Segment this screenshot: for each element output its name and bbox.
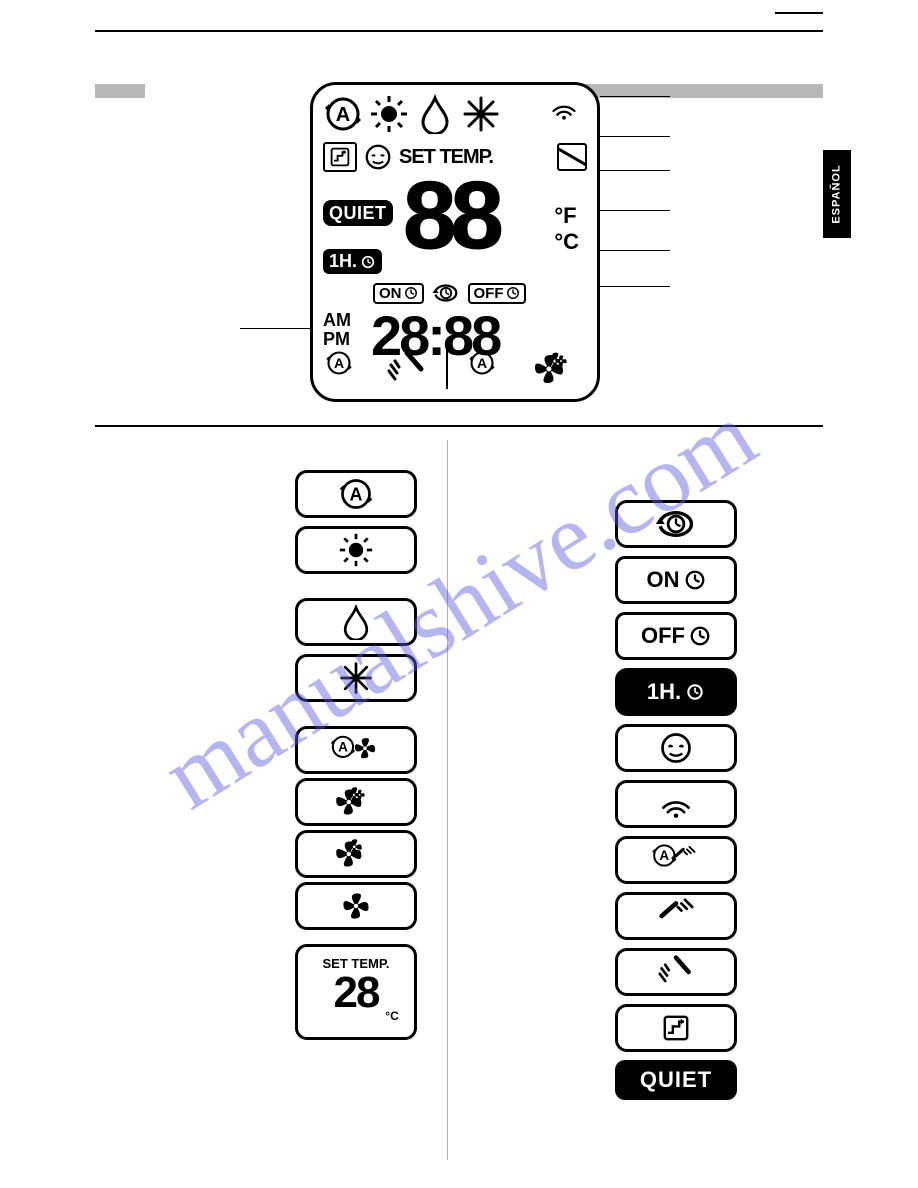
off-timer-pill: OFF [615,612,737,660]
transmit-icon [549,93,579,123]
cool-mode-icon [461,94,501,134]
set-temp-display: SET TEMP. 28 °C [295,944,417,1040]
auto-fan-icon [466,349,510,389]
mid-rule [95,425,823,427]
timer-cycle-icon [428,281,464,305]
right-column: ON OFF 1H. QUIET [615,500,765,1100]
fan-speed-icon [527,349,587,389]
off-timer-badge: OFF [468,283,526,304]
page-container: ESPAÑOL SET TEMP. QUIET 88 °F [95,30,823,32]
lcd-bottom-separator [446,349,448,389]
deg-f-label: °F [554,203,579,229]
timer-cycle-pill [615,500,737,548]
quiet-badge: QUIET [323,200,393,226]
one-hour-indicator: 1H. [323,249,382,274]
page-number-rule [775,12,823,14]
fan-low-pill [295,882,417,930]
on-timer-badge: ON [373,283,424,304]
step-indicator-icon [323,142,357,172]
sleep-pill [615,724,737,772]
dry-mode-icon [415,94,455,134]
section-marker-left [95,84,145,98]
on-timer-pill: ON [615,556,737,604]
heat-mode-icon [369,94,409,134]
set-temp-box-unit: °C [385,1009,398,1023]
leader-line [600,286,670,287]
autofan-pill [295,726,417,774]
pm-label: PM [323,330,351,349]
temperature-digits: 88 [403,173,498,259]
timer-onoff-row: ON OFF [373,281,526,305]
language-tab-label: ESPAÑOL [831,164,843,223]
leader-line [600,210,670,211]
leader-line [240,328,310,329]
dry-mode-pill [295,598,417,646]
louver-v-icon [385,349,429,389]
sleep-face-icon [363,142,393,172]
lcd-mode-row [323,93,587,135]
icon-reference-columns: SET TEMP. 28 °C ON OFF 1H. QUIET [95,440,823,1160]
auto-mode-pill [295,470,417,518]
leader-line [600,136,670,137]
auto-louver-icon [323,349,367,389]
left-column: SET TEMP. 28 °C [295,470,445,1040]
leader-line [600,250,670,251]
column-divider [447,440,448,1160]
fan-med-pill [295,830,417,878]
leader-line [600,96,670,97]
one-hour-pill: 1H. [615,668,737,716]
top-rule [95,30,823,32]
cool-mode-pill [295,654,417,702]
temperature-units: °F °C [554,203,579,256]
disabled-indicator-icon [557,143,587,171]
leader-line [600,170,670,171]
auto-mode-icon [323,94,363,134]
deg-c-label: °C [554,229,579,255]
transmit-pill [615,780,737,828]
step-pill [615,1004,737,1052]
set-temp-box-value: 28 [334,971,379,1015]
heat-mode-pill [295,526,417,574]
fan-high-pill [295,778,417,826]
louver-pos2-pill [615,948,737,996]
am-label: AM [323,311,351,330]
lcd-bottom-row [323,349,587,389]
auto-louver-pill [615,836,737,884]
louver-pos1-pill [615,892,737,940]
ampm-labels: AM PM [323,311,351,349]
remote-lcd-panel: SET TEMP. QUIET 88 °F °C 1H. ON OFF AM P… [310,82,600,402]
one-hour-label: 1H. [329,251,357,272]
language-tab: ESPAÑOL [823,150,851,238]
quiet-pill: QUIET [615,1060,737,1100]
